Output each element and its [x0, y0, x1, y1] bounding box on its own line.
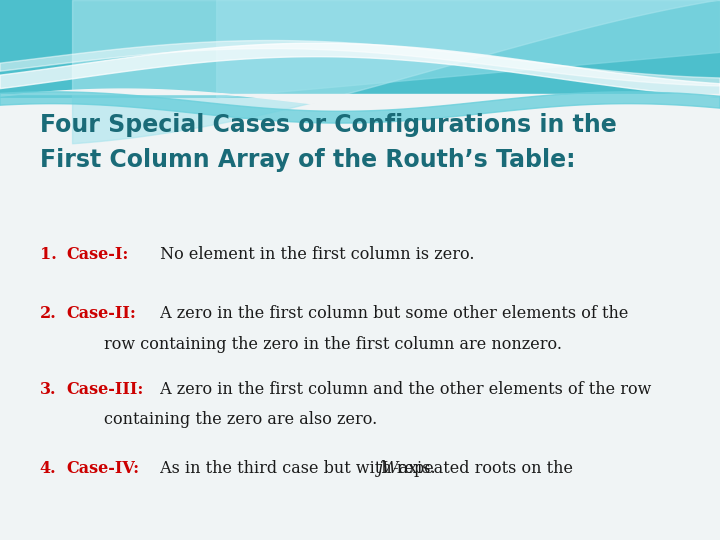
Text: containing the zero are also zero.: containing the zero are also zero.: [104, 411, 378, 428]
Text: No element in the first column is zero.: No element in the first column is zero.: [155, 246, 474, 262]
Text: 4.: 4.: [40, 460, 56, 477]
Text: Four Special Cases or Configurations in the: Four Special Cases or Configurations in …: [40, 113, 616, 137]
Text: 3.: 3.: [40, 381, 56, 397]
Text: Case-III:: Case-III:: [66, 381, 143, 397]
Text: -axis.: -axis.: [388, 460, 436, 477]
Text: Case-IV:: Case-IV:: [66, 460, 140, 477]
Text: Case-I:: Case-I:: [66, 246, 129, 262]
Text: Case-II:: Case-II:: [66, 305, 136, 322]
Text: jW: jW: [378, 460, 400, 477]
Text: A zero in the first column but some other elements of the: A zero in the first column but some othe…: [155, 305, 628, 322]
Text: 2.: 2.: [40, 305, 56, 322]
Text: As in the third case but with repeated roots on the: As in the third case but with repeated r…: [155, 460, 578, 477]
Text: A zero in the first column and the other elements of the row: A zero in the first column and the other…: [155, 381, 651, 397]
Text: 1.: 1.: [40, 246, 56, 262]
Text: row containing the zero in the first column are nonzero.: row containing the zero in the first col…: [104, 336, 562, 353]
Text: First Column Array of the Routh’s Table:: First Column Array of the Routh’s Table:: [40, 148, 575, 172]
